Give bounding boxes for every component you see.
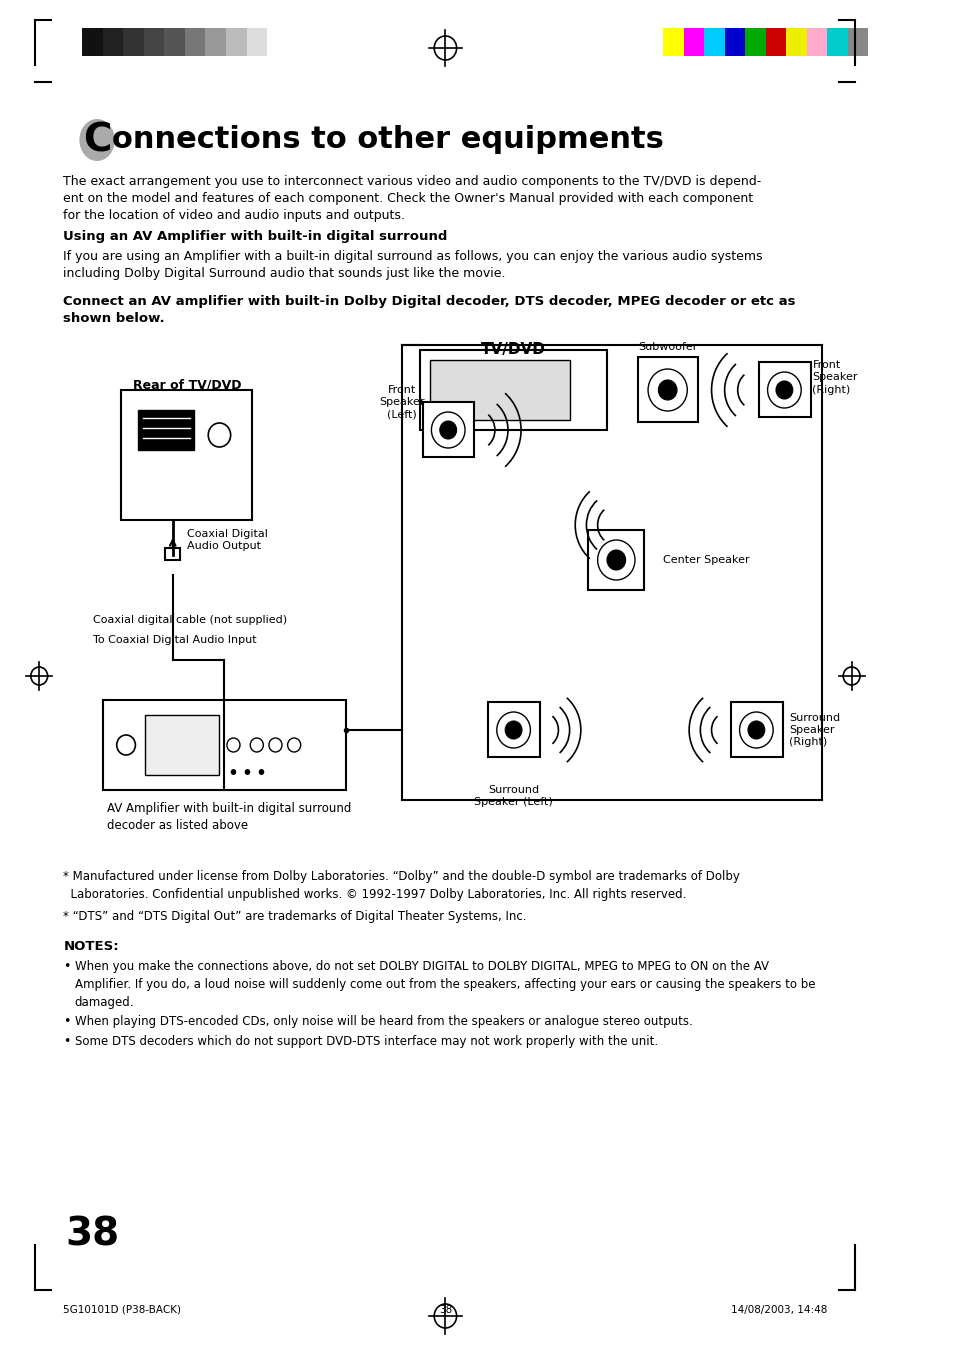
- Circle shape: [269, 738, 282, 753]
- Bar: [488, 703, 539, 757]
- Circle shape: [231, 769, 236, 775]
- Bar: [785, 28, 806, 55]
- Bar: [138, 409, 194, 450]
- Text: C: C: [83, 122, 112, 159]
- Text: onnections to other equipments: onnections to other equipments: [112, 126, 663, 154]
- Bar: [165, 549, 180, 561]
- Text: NOTES:: NOTES:: [64, 940, 119, 952]
- Bar: [429, 359, 569, 420]
- Text: •: •: [64, 961, 71, 973]
- Text: * Manufactured under license from Dolby Laboratories. “Dolby” and the double-D s: * Manufactured under license from Dolby …: [64, 870, 740, 901]
- Circle shape: [244, 769, 250, 775]
- Circle shape: [250, 738, 263, 753]
- Text: •: •: [64, 1015, 71, 1028]
- Bar: [419, 350, 606, 430]
- Text: Coaxial Digital
Audio Output: Coaxial Digital Audio Output: [187, 528, 268, 551]
- Text: Subwoofer: Subwoofer: [638, 342, 697, 353]
- Bar: [123, 28, 144, 55]
- Bar: [744, 28, 765, 55]
- Bar: [164, 28, 185, 55]
- Text: 5G10101D (P38-BACK): 5G10101D (P38-BACK): [64, 1305, 181, 1315]
- Text: Using an AV Amplifier with built-in digital surround: Using an AV Amplifier with built-in digi…: [64, 230, 447, 243]
- Text: Center Speaker: Center Speaker: [662, 555, 749, 565]
- Bar: [759, 362, 810, 417]
- Circle shape: [647, 369, 686, 411]
- Bar: [588, 530, 643, 590]
- Bar: [724, 28, 744, 55]
- Bar: [422, 403, 474, 457]
- Text: 14/08/2003, 14:48: 14/08/2003, 14:48: [730, 1305, 826, 1315]
- Bar: [82, 28, 103, 55]
- Text: The exact arrangement you use to interconnect various video and audio components: The exact arrangement you use to interco…: [64, 176, 760, 222]
- Circle shape: [497, 712, 530, 748]
- Bar: [267, 28, 287, 55]
- Ellipse shape: [79, 119, 114, 161]
- Text: Rear of TV/DVD: Rear of TV/DVD: [132, 378, 241, 390]
- Circle shape: [258, 769, 264, 775]
- Bar: [847, 28, 867, 55]
- Circle shape: [747, 721, 764, 739]
- Bar: [730, 703, 781, 757]
- Bar: [826, 28, 847, 55]
- Bar: [662, 28, 683, 55]
- Circle shape: [208, 423, 231, 447]
- Text: * “DTS” and “DTS Digital Out” are trademarks of Digital Theater Systems, Inc.: * “DTS” and “DTS Digital Out” are tradem…: [64, 911, 526, 923]
- Bar: [145, 715, 219, 775]
- Bar: [226, 28, 246, 55]
- Text: Surround
Speaker (Left): Surround Speaker (Left): [474, 785, 553, 808]
- Bar: [121, 390, 252, 520]
- Text: 38: 38: [438, 1305, 452, 1315]
- Circle shape: [767, 372, 801, 408]
- Bar: [185, 28, 205, 55]
- Text: When you make the connections above, do not set DOLBY DIGITAL to DOLBY DIGITAL, : When you make the connections above, do …: [74, 961, 815, 1009]
- Text: Front
Speaker
(Left): Front Speaker (Left): [378, 385, 424, 420]
- Circle shape: [439, 422, 456, 439]
- Bar: [103, 700, 345, 790]
- Circle shape: [431, 412, 464, 449]
- Circle shape: [287, 738, 300, 753]
- Text: Coaxial digital cable (not supplied): Coaxial digital cable (not supplied): [93, 615, 287, 626]
- Circle shape: [597, 540, 635, 580]
- Text: Front
Speaker
(Right): Front Speaker (Right): [812, 359, 857, 394]
- Bar: [246, 28, 267, 55]
- Circle shape: [606, 550, 625, 570]
- Circle shape: [658, 380, 677, 400]
- Circle shape: [227, 738, 240, 753]
- Bar: [103, 28, 123, 55]
- Text: Surround
Speaker
(Right): Surround Speaker (Right): [788, 712, 840, 747]
- Bar: [765, 28, 785, 55]
- Bar: [683, 28, 703, 55]
- Bar: [806, 28, 826, 55]
- Text: •: •: [64, 1035, 71, 1048]
- Circle shape: [116, 735, 135, 755]
- Text: To Coaxial Digital Audio Input: To Coaxial Digital Audio Input: [93, 635, 256, 644]
- Bar: [205, 28, 226, 55]
- Bar: [144, 28, 164, 55]
- Text: Connect an AV amplifier with built-in Dolby Digital decoder, DTS decoder, MPEG d: Connect an AV amplifier with built-in Do…: [64, 295, 795, 326]
- Bar: [638, 357, 698, 422]
- Text: AV Amplifier with built-in digital surround
decoder as listed above: AV Amplifier with built-in digital surro…: [108, 802, 352, 832]
- Circle shape: [775, 381, 792, 399]
- Text: When playing DTS-encoded CDs, only noise will be heard from the speakers or anal: When playing DTS-encoded CDs, only noise…: [74, 1015, 692, 1028]
- Text: 38: 38: [66, 1215, 119, 1252]
- Text: TV/DVD: TV/DVD: [480, 342, 545, 357]
- Text: If you are using an Amplifier with a built-in digital surround as follows, you c: If you are using an Amplifier with a bui…: [64, 250, 762, 280]
- Bar: [703, 28, 724, 55]
- Circle shape: [739, 712, 772, 748]
- Text: Some DTS decoders which do not support DVD-DTS interface may not work properly w: Some DTS decoders which do not support D…: [74, 1035, 658, 1048]
- Circle shape: [505, 721, 521, 739]
